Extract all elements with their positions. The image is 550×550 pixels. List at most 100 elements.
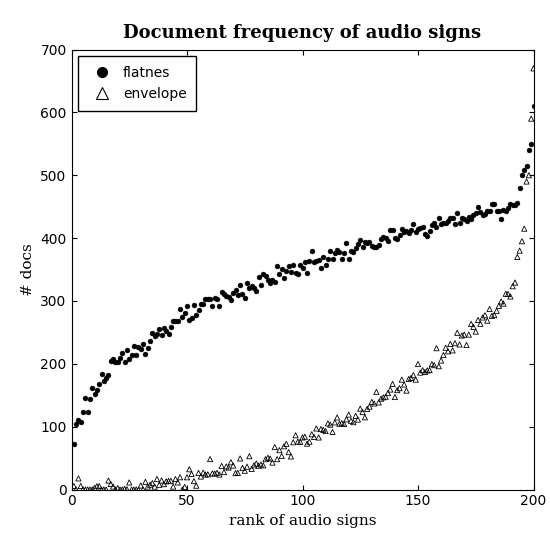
Point — [388, 226, 397, 235]
Point — [510, 201, 519, 210]
Point — [342, 238, 351, 247]
Point — [210, 469, 219, 478]
Point — [432, 344, 441, 353]
Point — [217, 288, 226, 297]
Point — [102, 373, 111, 382]
Point — [467, 320, 476, 328]
Point — [481, 210, 490, 218]
Point — [455, 219, 464, 228]
Point — [351, 244, 360, 252]
Point — [129, 485, 138, 494]
Point — [476, 320, 485, 328]
Point — [508, 282, 517, 290]
Point — [273, 262, 282, 271]
Point — [132, 485, 141, 494]
Point — [289, 261, 298, 270]
Point — [90, 389, 99, 398]
Point — [377, 394, 386, 403]
Point — [196, 472, 205, 481]
Point — [386, 385, 395, 394]
Point — [173, 317, 182, 326]
Point — [162, 477, 170, 486]
Point — [471, 208, 480, 217]
Point — [111, 485, 120, 494]
Point — [261, 272, 270, 281]
Point — [474, 316, 482, 324]
Point — [370, 243, 378, 251]
Point — [183, 473, 191, 482]
Point — [245, 452, 254, 460]
Point — [160, 323, 168, 332]
Point — [421, 367, 430, 376]
Point — [302, 269, 311, 278]
Point — [427, 360, 436, 368]
Point — [377, 235, 386, 244]
Point — [331, 249, 339, 257]
Point — [120, 485, 129, 493]
Point — [113, 483, 122, 492]
Point — [224, 292, 233, 301]
Point — [398, 224, 406, 233]
Point — [79, 408, 87, 417]
Point — [180, 309, 189, 317]
Point — [72, 420, 80, 429]
Point — [287, 452, 295, 461]
Y-axis label: # docs: # docs — [21, 243, 35, 296]
Point — [289, 438, 298, 447]
Point — [326, 247, 334, 256]
Point — [425, 227, 434, 235]
Point — [427, 221, 436, 230]
Point — [291, 431, 300, 439]
Point — [349, 417, 358, 426]
Point — [411, 375, 420, 384]
Point — [390, 393, 399, 402]
Point — [208, 302, 217, 311]
Point — [243, 278, 251, 287]
Point — [194, 469, 203, 477]
Point — [160, 480, 168, 488]
Point — [469, 322, 478, 331]
Point — [196, 300, 205, 309]
Point — [139, 485, 147, 494]
Point — [502, 207, 510, 216]
Point — [215, 301, 224, 310]
Point — [375, 240, 383, 249]
Point — [314, 433, 323, 442]
Point — [250, 284, 258, 293]
Point — [229, 461, 238, 470]
Point — [333, 245, 342, 254]
Point — [175, 305, 184, 314]
Point — [504, 204, 513, 212]
Title: Document frequency of audio signs: Document frequency of audio signs — [123, 24, 482, 42]
Point — [236, 281, 245, 290]
Point — [356, 235, 365, 244]
Point — [243, 463, 251, 471]
Point — [233, 291, 242, 300]
Point — [305, 256, 314, 265]
Point — [222, 462, 230, 471]
Point — [206, 455, 214, 464]
Point — [513, 199, 522, 208]
Point — [148, 478, 157, 487]
Point — [492, 306, 501, 315]
Point — [279, 442, 288, 450]
Point — [157, 476, 166, 485]
Point — [460, 330, 469, 339]
Point — [152, 329, 161, 338]
Point — [476, 207, 485, 216]
Point — [104, 371, 113, 380]
Point — [307, 430, 316, 439]
Point — [421, 230, 430, 239]
Point — [69, 482, 78, 491]
Point — [508, 200, 517, 209]
Point — [238, 290, 247, 299]
Point — [453, 328, 461, 337]
Point — [432, 223, 441, 232]
Point — [213, 295, 222, 304]
Point — [302, 439, 311, 448]
Point — [464, 330, 473, 339]
Point — [282, 439, 291, 448]
Point — [192, 310, 201, 319]
Point — [144, 343, 152, 352]
Point — [494, 207, 503, 216]
